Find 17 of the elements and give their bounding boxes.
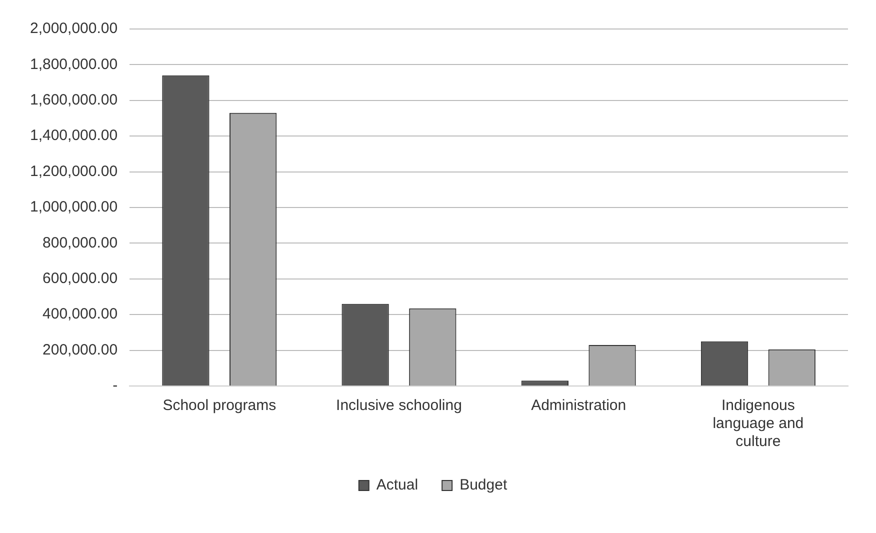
y-tick-label: - [112,377,118,394]
y-tick-label: 400,000.00 [42,306,118,323]
x-tick-label: School programs [162,397,276,414]
y-tick-label: 600,000.00 [42,270,118,288]
y-tick-label: 200,000.00 [42,341,118,358]
legend-label: Actual [376,476,418,494]
y-tick-label: 1,200,000.00 [30,162,118,180]
y-tick-label: 800,000.00 [42,234,118,252]
x-tick-label: Inclusive schooling [336,397,462,414]
y-tick-label: 2,000,000.00 [30,20,118,38]
x-tick-label: Indigenous language and culture [712,397,804,450]
legend-label: Budget [460,476,508,494]
y-tick-label: 1,600,000.00 [30,92,118,109]
x-tick-label: Administration [531,397,626,414]
y-tick-label: 1,400,000.00 [30,127,118,144]
y-tick-label: 1,800,000.00 [30,56,118,73]
y-tick-label: 1,000,000.00 [30,198,118,216]
